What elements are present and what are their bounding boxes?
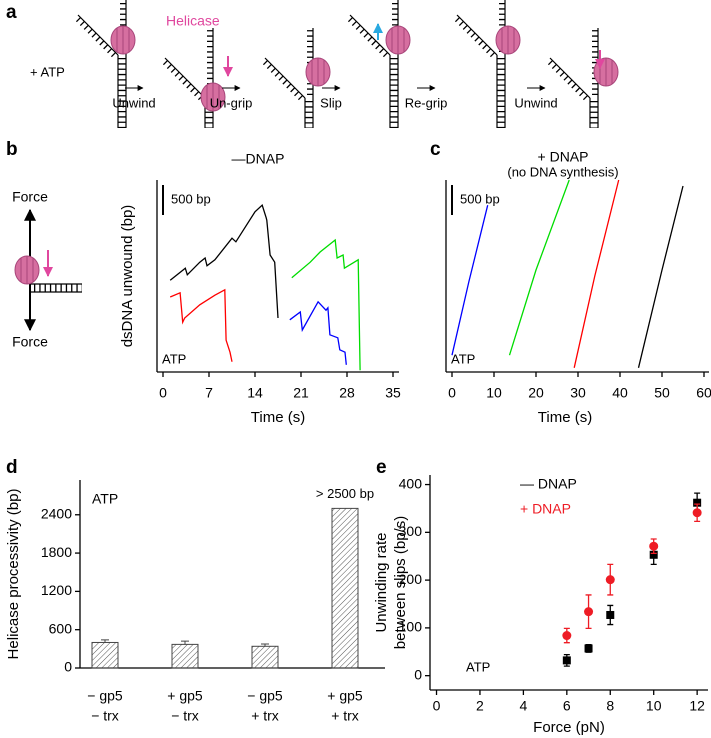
- bar: [171, 643, 199, 669]
- marker: [692, 508, 702, 518]
- x-tick-label: 0: [448, 385, 456, 401]
- x-tick-label: + gp5: [327, 688, 363, 704]
- x-tick-label: 50: [654, 385, 670, 401]
- x-tick-label: 6: [563, 698, 571, 714]
- scale-bar-label: 500 bp: [460, 191, 500, 206]
- x-tick-label: 7: [205, 385, 213, 401]
- trace: [637, 185, 684, 368]
- x-tick-label: + gp5: [167, 688, 203, 704]
- bar: [91, 641, 119, 669]
- marker: [606, 610, 615, 619]
- y-axis-label: Unwinding rate: [373, 532, 390, 632]
- annotation: ATP: [92, 491, 118, 507]
- x-tick-label: + trx: [251, 708, 279, 724]
- trace: [169, 204, 279, 319]
- x-axis-label: Time (s): [251, 409, 305, 426]
- x-tick-label: 21: [293, 385, 309, 401]
- y-tick-label: 600: [49, 620, 73, 636]
- chart-title: + DNAP: [538, 149, 589, 165]
- step-label: Unwind: [112, 95, 155, 110]
- trace: [508, 179, 570, 356]
- x-tick-label: 30: [570, 385, 586, 401]
- marker: [584, 644, 593, 653]
- bar-annotation: > 2500 bp: [316, 486, 374, 501]
- force-label: Force: [12, 189, 48, 205]
- scale-bar-label: 500 bp: [171, 191, 211, 206]
- bar: [251, 645, 279, 669]
- y-tick-label: 2400: [41, 505, 72, 521]
- error-bar: [101, 639, 109, 643]
- marker: [562, 631, 572, 641]
- y-tick-label: 0: [64, 659, 72, 675]
- panel-label: e: [376, 457, 387, 478]
- x-axis-label: Time (s): [538, 409, 592, 426]
- trace: [291, 238, 361, 371]
- legend-entry: + DNAP: [520, 501, 571, 517]
- annotation: ATP: [466, 659, 490, 674]
- helicase-label: Helicase: [166, 13, 220, 29]
- step-label: Re-grip: [405, 95, 448, 110]
- x-tick-label: − gp5: [87, 688, 123, 704]
- x-tick-label: − trx: [91, 708, 119, 724]
- y-tick-label: 300: [399, 523, 423, 539]
- x-tick-label: 0: [433, 698, 441, 714]
- x-tick-label: − gp5: [247, 688, 283, 704]
- y-tick-label: 1200: [41, 582, 72, 598]
- trace: [451, 205, 489, 356]
- step-label: Un-grip: [210, 95, 253, 110]
- force-label: Force: [12, 334, 48, 350]
- trace: [573, 179, 620, 368]
- y-tick-label: 400: [399, 475, 423, 491]
- y-tick-label: 0: [414, 666, 422, 682]
- x-axis-label: Force (pN): [533, 719, 605, 736]
- step-label: Slip: [320, 95, 342, 110]
- step-label: Unwind: [514, 95, 557, 110]
- y-axis-label: Helicase processivity (bp): [5, 489, 22, 660]
- x-tick-label: 35: [385, 385, 401, 401]
- y-tick-label: 200: [399, 571, 423, 587]
- y-axis-label: dsDNA unwound (bp): [119, 205, 136, 348]
- x-tick-label: 20: [528, 385, 544, 401]
- annotation: ATP: [162, 351, 186, 366]
- trace: [289, 300, 347, 365]
- y-tick-label: 100: [399, 619, 423, 635]
- marker: [584, 607, 594, 617]
- x-tick-label: − trx: [171, 708, 199, 724]
- marker: [562, 656, 571, 665]
- marker: [693, 498, 702, 507]
- x-tick-label: 14: [247, 385, 263, 401]
- error-bar: [181, 640, 189, 645]
- force-diagram: [14, 208, 82, 332]
- error-bar: [261, 643, 269, 647]
- marker: [649, 541, 659, 551]
- panel-label: c: [430, 139, 441, 160]
- panel-label: b: [6, 139, 18, 160]
- x-tick-label: 10: [646, 698, 662, 714]
- x-tick-label: 12: [689, 698, 705, 714]
- chart-title: —DNAP: [232, 151, 285, 167]
- x-tick-label: 8: [606, 698, 614, 714]
- x-tick-label: 40: [612, 385, 628, 401]
- x-tick-label: 28: [339, 385, 355, 401]
- x-tick-label: 0: [159, 385, 167, 401]
- panel-label: a: [6, 2, 17, 23]
- panel-label: d: [6, 457, 18, 478]
- x-tick-label: 60: [696, 385, 711, 401]
- marker: [605, 575, 615, 585]
- x-tick-label: 4: [519, 698, 527, 714]
- y-axis-label: between slips (bp/s): [392, 516, 409, 649]
- x-tick-label: 2: [476, 698, 484, 714]
- chart-subtitle: (no DNA synthesis): [507, 164, 618, 179]
- condition-label: + ATP: [30, 64, 65, 79]
- schematic-drawings: [76, 0, 619, 188]
- x-tick-label: 10: [486, 385, 502, 401]
- bar: [331, 507, 359, 669]
- trace: [169, 288, 233, 362]
- marker: [649, 550, 658, 559]
- x-tick-label: + trx: [331, 708, 359, 724]
- annotation: ATP: [451, 351, 475, 366]
- legend-entry: — DNAP: [520, 476, 577, 492]
- y-tick-label: 1800: [41, 544, 72, 560]
